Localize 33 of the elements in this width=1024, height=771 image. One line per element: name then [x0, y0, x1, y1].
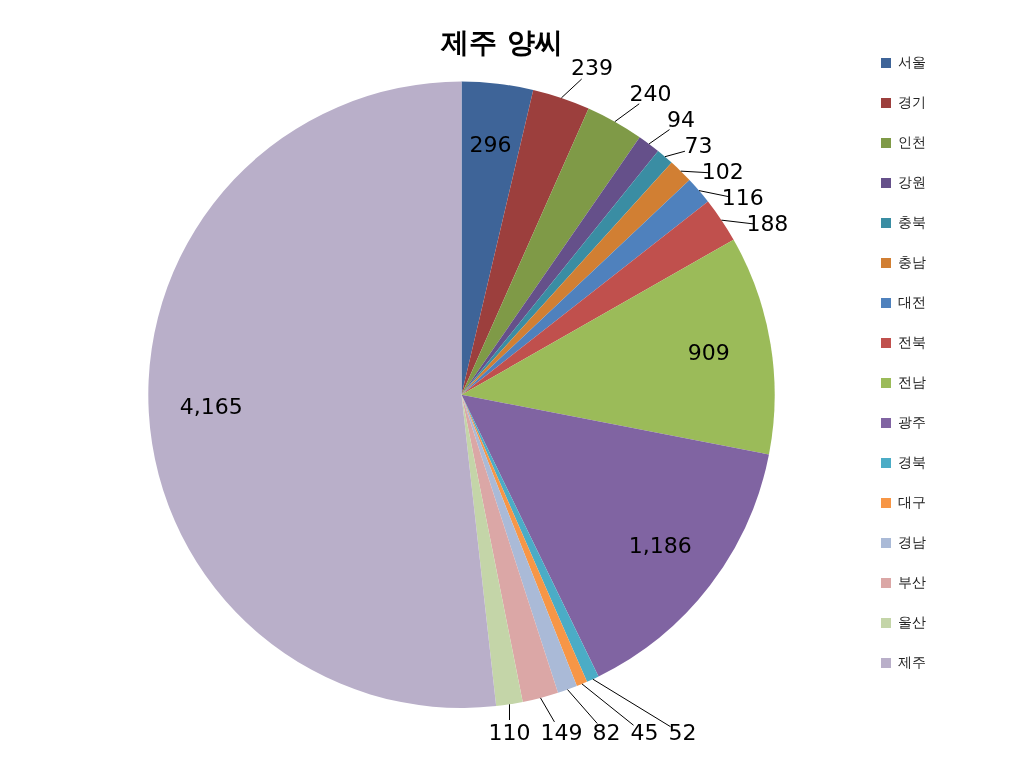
data-label: 4,165	[179, 394, 243, 420]
legend-label: 전북	[898, 333, 926, 350]
data-label: 94	[666, 107, 695, 133]
data-label: 188	[746, 211, 789, 237]
legend-label: 충남	[898, 253, 926, 270]
legend-label: 경기	[898, 93, 926, 110]
legend-label: 전남	[898, 373, 926, 390]
data-label: 909	[687, 339, 730, 365]
legend-label: 울산	[898, 613, 926, 630]
legend-label: 서울	[898, 53, 926, 70]
data-label: 102	[701, 159, 744, 185]
legend-label: 대구	[898, 493, 926, 510]
chart-title: 제주 양씨	[440, 26, 563, 60]
data-label: 45	[630, 719, 659, 745]
data-label: 240	[629, 81, 672, 107]
legend-label: 강원	[898, 173, 926, 190]
legend-label: 광주	[898, 413, 926, 430]
data-label: 82	[592, 719, 621, 745]
legend-label: 대전	[898, 293, 926, 310]
data-label: 52	[668, 719, 697, 745]
legend-label: 인천	[898, 133, 926, 150]
data-label: 1,186	[628, 533, 692, 559]
legend-label: 제주	[898, 653, 926, 670]
data-label: 149	[540, 719, 583, 745]
data-label: 110	[488, 719, 531, 745]
data-label: 73	[684, 133, 713, 159]
legend-label: 충북	[898, 213, 926, 230]
legend-label: 경남	[898, 533, 926, 550]
legend-label: 부산	[898, 573, 926, 590]
legend-label: 경북	[898, 453, 926, 470]
data-label: 296	[469, 131, 512, 157]
data-label: 239	[570, 55, 613, 81]
data-label: 116	[721, 185, 764, 211]
